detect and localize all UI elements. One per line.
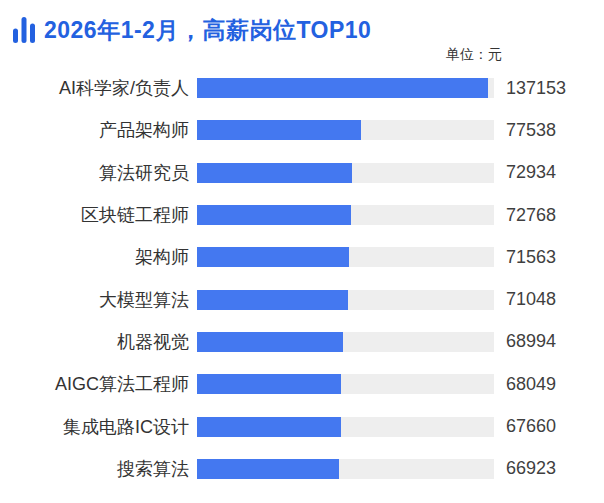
bar-track	[197, 459, 494, 479]
bar-fill	[197, 163, 352, 183]
category-label: AI科学家/负责人	[0, 76, 189, 100]
chart-row: 机器视觉 68994	[0, 321, 604, 363]
chart-row: 架构师 71563	[0, 236, 604, 278]
category-label: 产品架构师	[0, 118, 189, 142]
infographic-chart: 2026年1-2月，高薪岗位TOP10 单位：元 AI科学家/负责人 137153…	[0, 0, 604, 503]
chart-row: AI科学家/负责人 137153	[0, 67, 604, 109]
bar-track	[197, 78, 494, 98]
bar-fill	[197, 417, 341, 437]
chart-header: 2026年1-2月，高薪岗位TOP10	[13, 15, 371, 45]
chart-row: 算法研究员 72934	[0, 152, 604, 194]
bar-fill	[197, 332, 343, 352]
category-label: 大模型算法	[0, 288, 189, 312]
value-label: 68994	[506, 331, 556, 352]
category-label: 机器视觉	[0, 330, 189, 354]
value-label: 66923	[506, 458, 556, 479]
bar-track	[197, 290, 494, 310]
bar-track	[197, 205, 494, 225]
chart-row: 集成电路IC设计 67660	[0, 405, 604, 447]
category-label: 架构师	[0, 245, 189, 269]
value-label: 137153	[506, 78, 566, 99]
chart-title: 2026年1-2月，高薪岗位TOP10	[44, 15, 371, 45]
bar-track	[197, 247, 494, 267]
category-label: 搜索算法	[0, 457, 189, 481]
bar-track	[197, 417, 494, 437]
bar-fill	[197, 247, 349, 267]
unit-label: 单位：元	[446, 46, 502, 64]
category-label: 区块链工程师	[0, 203, 189, 227]
chart-rows: AI科学家/负责人 137153 产品架构师 77538 算法研究员 72934 区块链工程…	[0, 67, 604, 490]
chart-row: 产品架构师 77538	[0, 109, 604, 151]
bar-track	[197, 163, 494, 183]
bar-fill	[197, 120, 361, 140]
value-label: 72934	[506, 162, 556, 183]
category-label: 集成电路IC设计	[0, 415, 189, 439]
value-label: 77538	[506, 120, 556, 141]
bar-fill	[197, 205, 351, 225]
bar-fill	[197, 459, 339, 479]
chart-row: 区块链工程师 72768	[0, 194, 604, 236]
bar-fill	[197, 374, 341, 394]
chart-row: AIGC算法工程师 68049	[0, 363, 604, 405]
value-label: 72768	[506, 205, 556, 226]
bar-chart-icon	[13, 17, 35, 43]
category-label: AIGC算法工程师	[0, 372, 189, 396]
bar-fill	[197, 78, 488, 98]
value-label: 71563	[506, 247, 556, 268]
chart-row: 搜索算法 66923	[0, 448, 604, 490]
value-label: 68049	[506, 374, 556, 395]
bar-track	[197, 120, 494, 140]
bar-fill	[197, 290, 348, 310]
bar-track	[197, 374, 494, 394]
value-label: 71048	[506, 289, 556, 310]
value-label: 67660	[506, 416, 556, 437]
bar-track	[197, 332, 494, 352]
category-label: 算法研究员	[0, 161, 189, 185]
chart-row: 大模型算法 71048	[0, 278, 604, 320]
